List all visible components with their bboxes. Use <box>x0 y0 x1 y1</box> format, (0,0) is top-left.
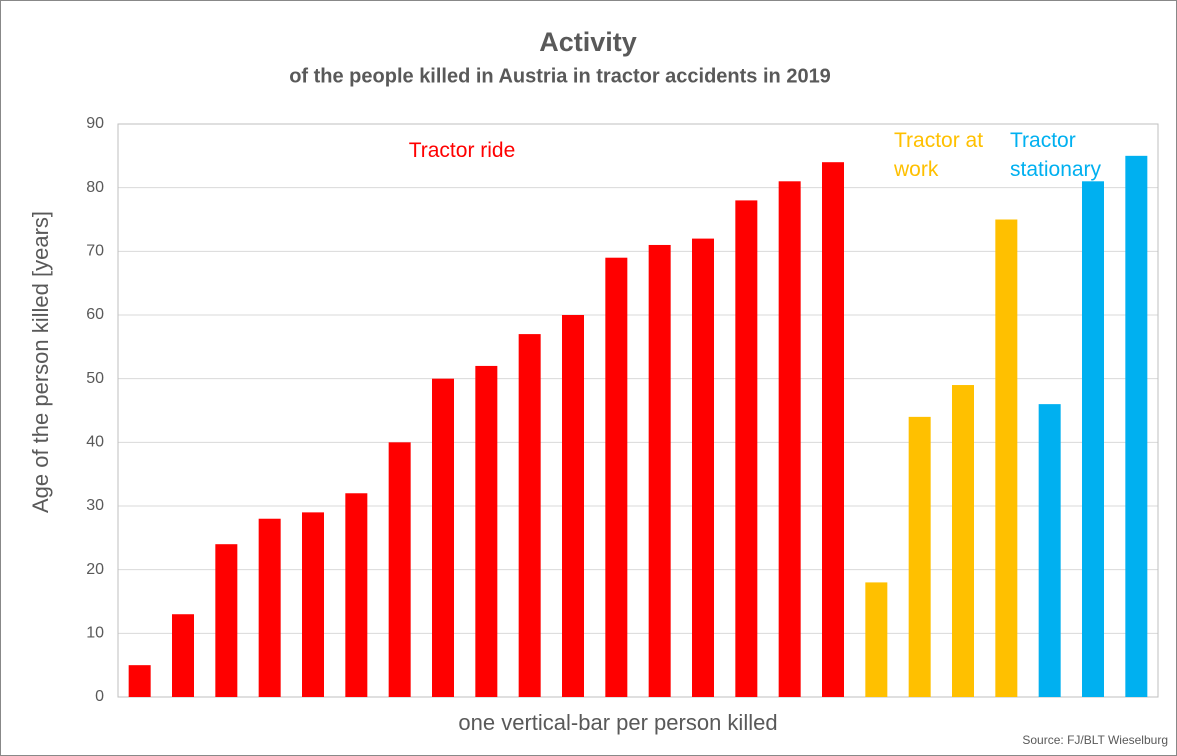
y-tick-label: 40 <box>86 434 104 451</box>
bar <box>388 442 411 697</box>
series-label: Tractor ride <box>408 139 516 162</box>
bar <box>692 238 714 697</box>
bar <box>432 378 454 697</box>
series-label: Tractor stationary <box>1010 129 1102 181</box>
y-axis-label: Age of the person killed [years] <box>28 211 53 513</box>
bar <box>952 385 974 697</box>
bar <box>735 200 758 697</box>
y-tick-label: 0 <box>95 688 104 705</box>
y-tick-label: 70 <box>86 243 104 260</box>
bar <box>648 244 671 697</box>
bar <box>822 162 844 697</box>
y-tick-label: 50 <box>86 370 104 387</box>
bar <box>302 512 324 697</box>
y-tick-label: 10 <box>86 625 104 642</box>
y-tick-label: 80 <box>86 179 104 196</box>
bar <box>562 315 584 697</box>
bar <box>1125 155 1148 698</box>
y-tick-label: 30 <box>86 497 104 514</box>
bar <box>475 365 498 697</box>
bar <box>908 416 931 697</box>
chart-subtitle: of the people killed in Austria in tract… <box>289 65 831 87</box>
bar <box>605 257 628 697</box>
y-tick-label: 90 <box>86 115 104 132</box>
bar <box>258 518 281 697</box>
x-axis-label: one vertical-bar per person killed <box>458 710 777 735</box>
bar <box>128 665 151 697</box>
bar <box>215 544 238 697</box>
bar <box>172 614 194 697</box>
bar <box>345 493 368 697</box>
bar <box>1038 404 1061 697</box>
series-label: Tractor at work <box>894 129 984 181</box>
plot-border <box>117 123 1159 698</box>
y-tick-label: 20 <box>86 561 104 578</box>
bar <box>995 219 1018 697</box>
bar <box>778 181 801 698</box>
bar <box>865 582 888 697</box>
bar <box>518 334 541 697</box>
bar <box>1082 181 1104 698</box>
chart-title: Activity <box>539 27 637 57</box>
source: Source: FJ/BLT Wieselburg <box>1022 733 1168 747</box>
y-tick-label: 60 <box>86 306 104 323</box>
